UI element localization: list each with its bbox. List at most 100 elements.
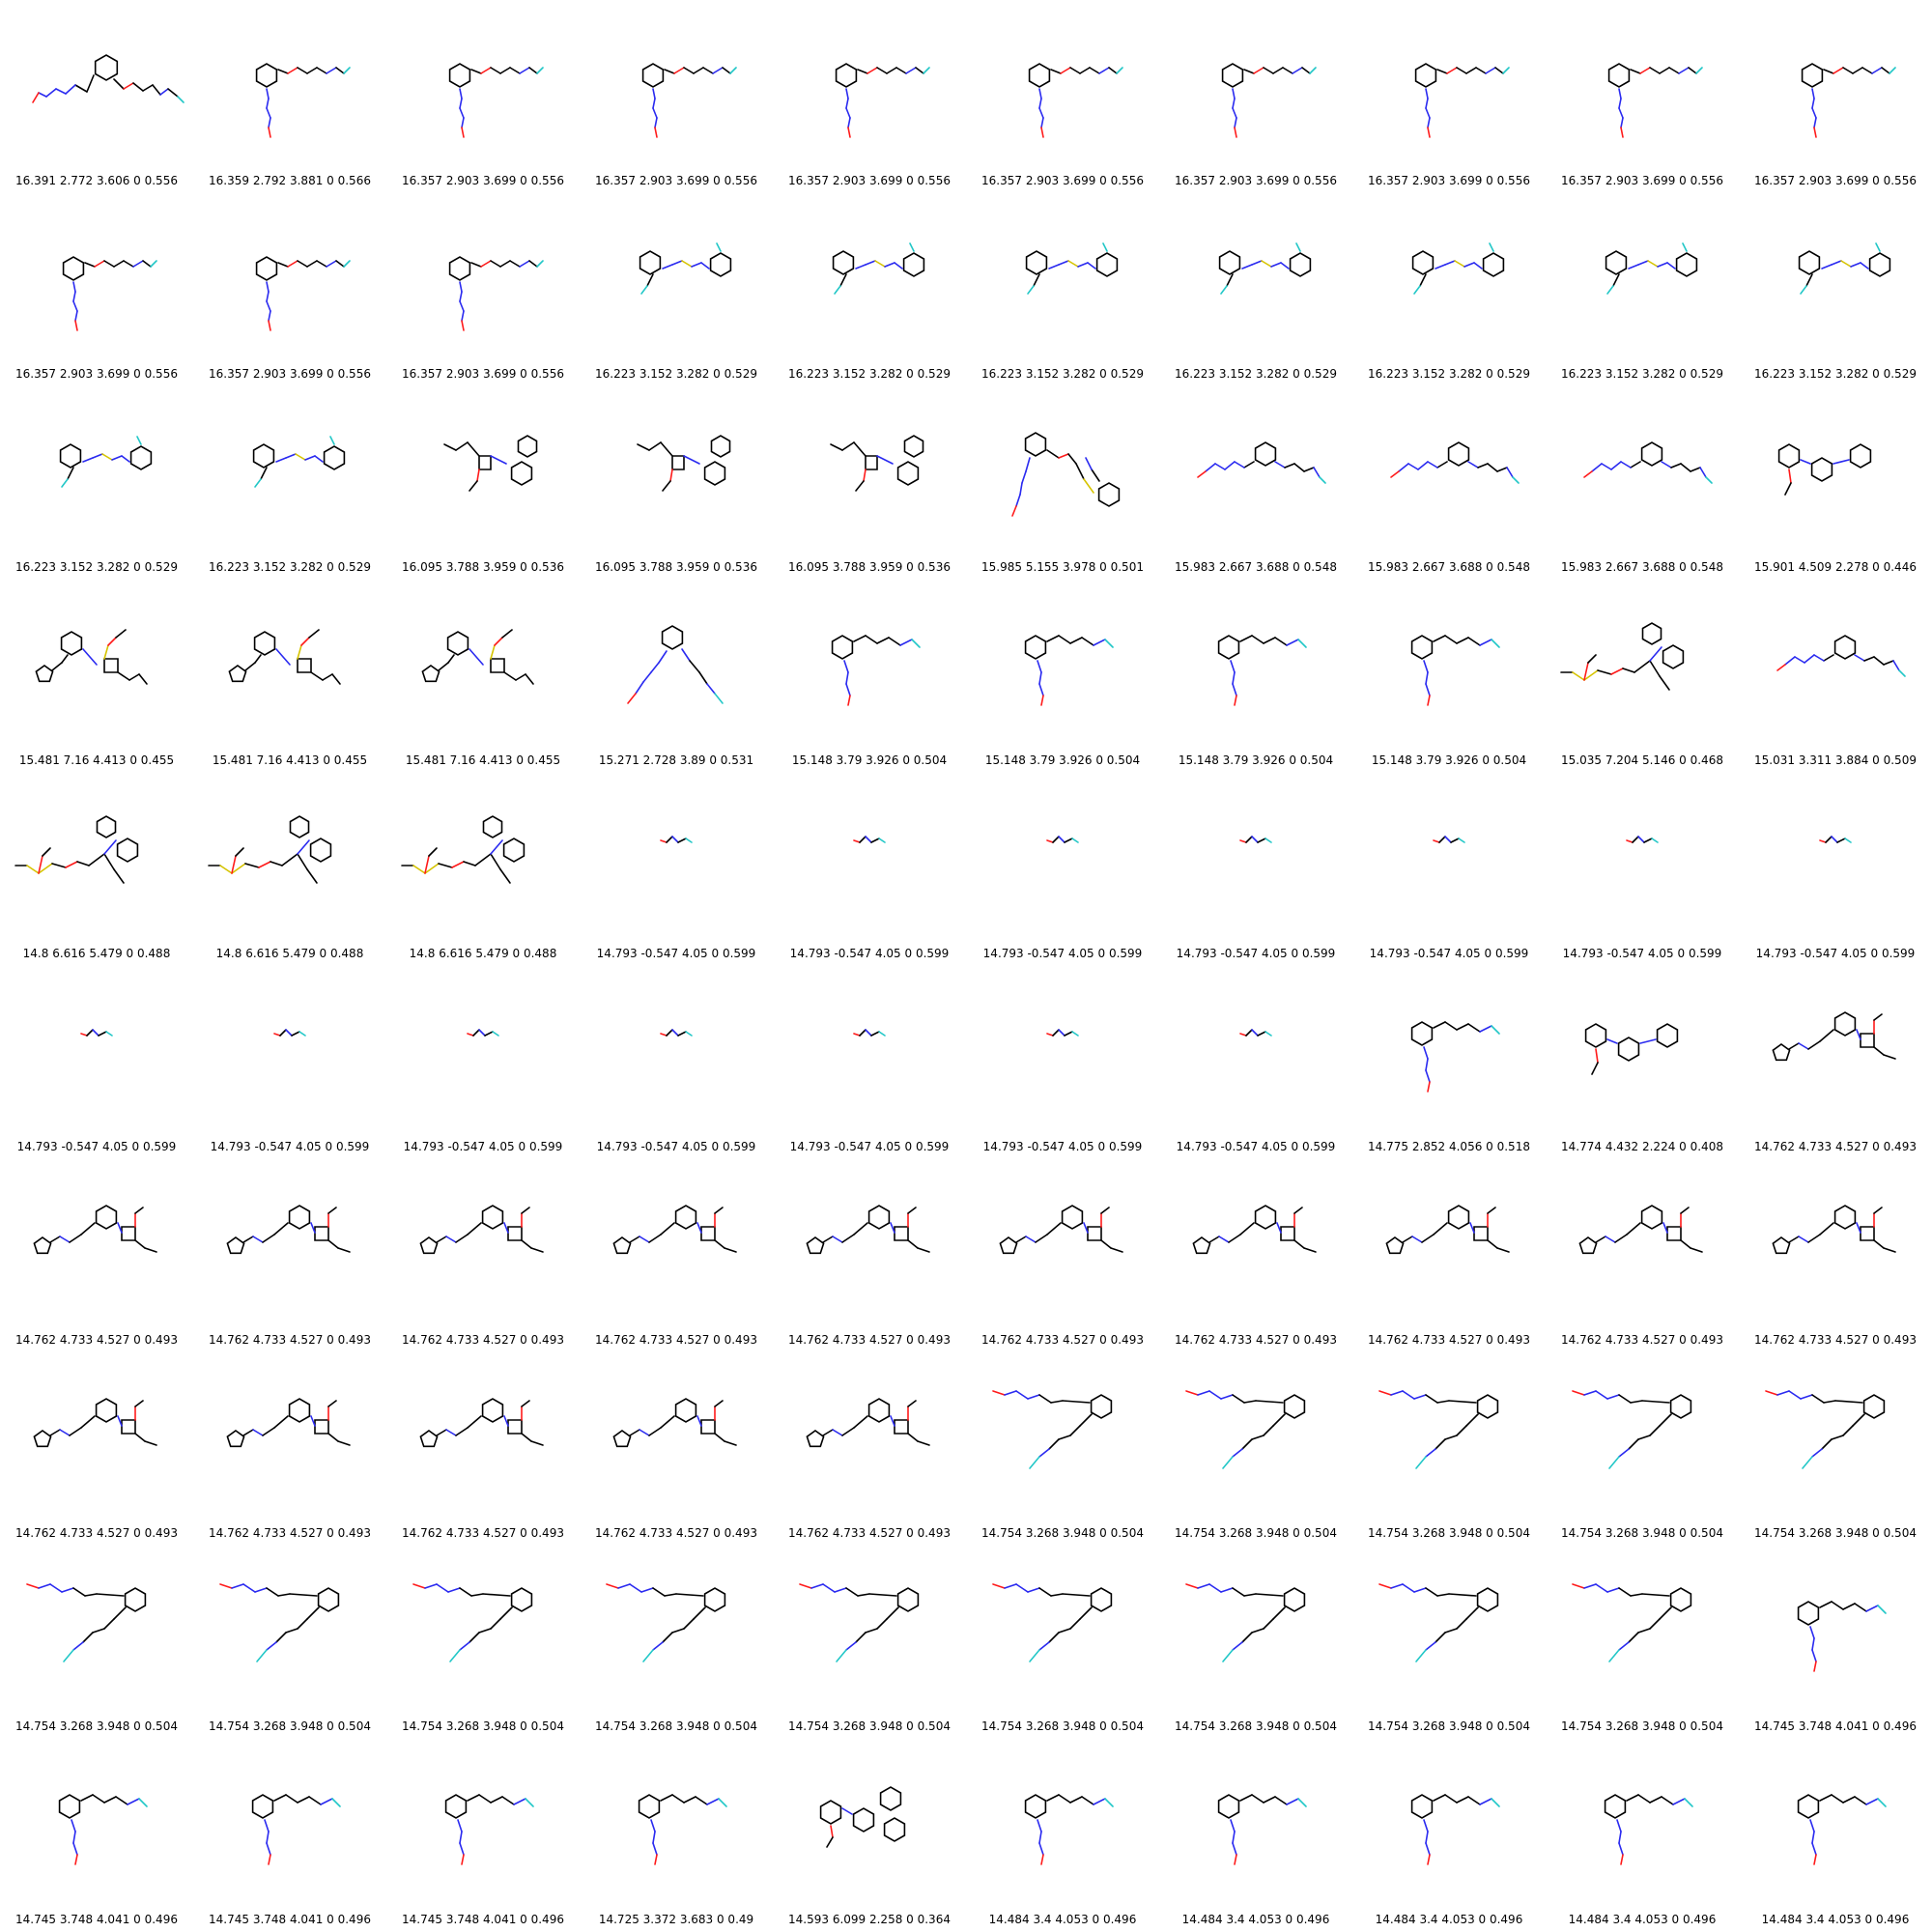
bond xyxy=(1436,69,1448,74)
benzene-ring xyxy=(703,461,726,486)
bond xyxy=(1297,639,1307,648)
bond xyxy=(1232,671,1236,685)
bond xyxy=(86,74,95,93)
bond xyxy=(1811,88,1815,99)
bond xyxy=(1232,1831,1236,1844)
bond xyxy=(1222,1456,1234,1469)
molecule-cell: 14.762 4.733 4.527 0 0.493 xyxy=(773,1352,966,1546)
bond xyxy=(306,868,318,884)
bond xyxy=(671,1794,685,1804)
molecule-cell: 14.762 4.733 4.527 0 0.493 xyxy=(1546,1159,1739,1352)
bond xyxy=(1251,1628,1264,1634)
score-caption: 16.357 2.903 3.699 0 0.556 xyxy=(15,367,178,381)
bond xyxy=(1618,88,1622,99)
bond xyxy=(1004,1583,1017,1589)
bond xyxy=(1232,1394,1245,1404)
bond xyxy=(343,260,351,268)
bond xyxy=(1805,273,1813,287)
score-caption: 14.754 3.268 3.948 0 0.504 xyxy=(1368,1719,1530,1733)
score-caption: 16.223 3.152 3.282 0 0.529 xyxy=(1368,367,1530,381)
bond xyxy=(1040,117,1044,128)
bond xyxy=(1496,1247,1510,1253)
molecule-cell: 16.095 3.788 3.959 0 0.536 xyxy=(580,386,773,580)
molecule-cell: 14.745 3.748 4.041 0 0.496 xyxy=(193,1739,386,1932)
four-membered-ring xyxy=(490,658,505,673)
bond xyxy=(38,1583,51,1589)
molecule-cell: 16.357 2.903 3.699 0 0.556 xyxy=(0,193,193,386)
bond xyxy=(1079,1413,1093,1427)
score-caption: 16.357 2.903 3.699 0 0.556 xyxy=(981,174,1144,187)
bond xyxy=(1402,1390,1415,1400)
bond xyxy=(69,1427,82,1436)
molecule-cell: 14.762 4.733 4.527 0 0.493 xyxy=(1352,1159,1546,1352)
bond xyxy=(467,1794,480,1802)
bond xyxy=(277,1593,291,1597)
molecule-cell: 14.762 4.733 4.527 0 0.493 xyxy=(386,1159,580,1352)
bond xyxy=(915,67,924,74)
bond xyxy=(461,1854,465,1865)
bond xyxy=(469,648,484,666)
bond xyxy=(331,673,341,685)
bond xyxy=(1606,1587,1620,1593)
bond xyxy=(490,1618,501,1630)
bond xyxy=(1641,1400,1670,1404)
bond xyxy=(843,660,849,673)
bond xyxy=(1456,1023,1469,1031)
four-membered-ring xyxy=(314,1419,329,1435)
bond xyxy=(923,67,930,74)
score-caption: 15.983 2.667 3.688 0 0.548 xyxy=(1561,560,1723,574)
bond xyxy=(438,662,449,671)
bond xyxy=(1690,467,1701,472)
molecule-cell: 14.762 4.733 4.527 0 0.493 xyxy=(386,1352,580,1546)
molecule-structure xyxy=(1605,242,1698,295)
molecule-cell: 15.983 2.667 3.688 0 0.548 xyxy=(1352,386,1546,580)
benzene-ring xyxy=(1221,63,1244,88)
bond xyxy=(1813,127,1817,138)
four-membered-ring xyxy=(1666,1226,1682,1241)
bond xyxy=(1583,470,1593,478)
bond xyxy=(1475,67,1487,74)
molecule-cell: 16.095 3.788 3.959 0 0.536 xyxy=(386,386,580,580)
bond xyxy=(648,1427,662,1436)
bond xyxy=(1435,1632,1446,1643)
score-caption: 14.793 -0.547 4.05 0 0.599 xyxy=(982,947,1143,960)
benzene-ring xyxy=(1254,441,1277,467)
bond xyxy=(322,673,333,681)
four-membered-ring xyxy=(700,1419,716,1435)
molecule-cell: 14.484 3.4 4.053 0 0.496 xyxy=(966,1739,1159,1932)
four-membered-ring xyxy=(121,1419,136,1435)
molecule-structure xyxy=(1414,63,1510,138)
molecule-structure xyxy=(641,63,737,138)
bond xyxy=(1413,1587,1427,1593)
benzene-ring xyxy=(116,838,139,863)
bond xyxy=(150,260,157,268)
bond xyxy=(652,1831,656,1844)
bond xyxy=(461,320,465,331)
bond xyxy=(144,1440,157,1446)
bond xyxy=(845,98,849,109)
bond xyxy=(1038,107,1044,119)
bond xyxy=(1587,654,1597,664)
four-membered-ring xyxy=(700,1226,716,1241)
bond xyxy=(113,1606,127,1620)
bond xyxy=(652,107,658,119)
molecule-structure xyxy=(419,1205,544,1255)
score-caption: 14.793 -0.547 4.05 0 0.599 xyxy=(16,1140,177,1153)
bond xyxy=(1293,1207,1303,1214)
benzene-ring xyxy=(62,256,85,281)
four-membered-ring xyxy=(671,455,685,470)
bond xyxy=(660,1222,675,1236)
score-caption: 15.901 4.509 2.278 0 0.446 xyxy=(1754,560,1917,574)
molecule-structure xyxy=(80,1029,113,1037)
bond xyxy=(1651,838,1659,843)
molecule-structure xyxy=(1411,242,1505,295)
score-caption: 16.223 3.152 3.282 0 0.529 xyxy=(1175,367,1337,381)
bond xyxy=(1232,1842,1237,1856)
bond xyxy=(445,1236,457,1243)
molecule-cell: 14.754 3.268 3.948 0 0.504 xyxy=(386,1546,580,1739)
thiophene-ring xyxy=(806,1430,825,1448)
four-membered-ring xyxy=(894,1226,909,1241)
molecule-cell: 14.745 3.748 4.041 0 0.496 xyxy=(386,1739,580,1932)
bond xyxy=(1100,1207,1110,1214)
molecule-cell: 16.357 2.903 3.699 0 0.556 xyxy=(193,193,386,386)
